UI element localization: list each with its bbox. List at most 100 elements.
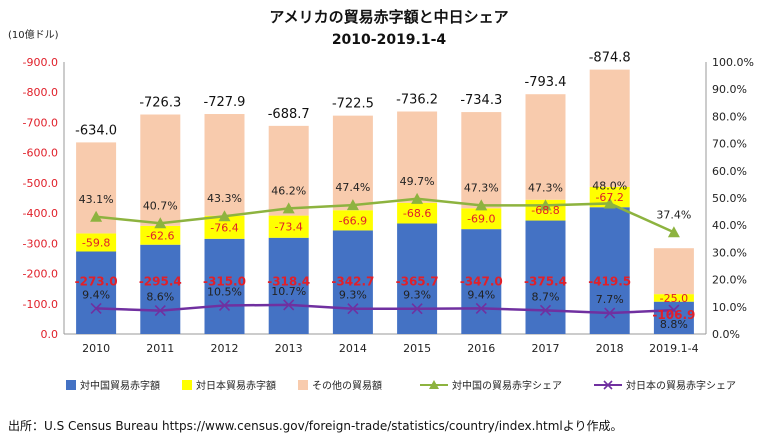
japan-value-label: -76.4 bbox=[210, 221, 238, 234]
point-china-share bbox=[154, 217, 167, 229]
bar-other bbox=[332, 115, 373, 211]
point-china-share bbox=[539, 199, 552, 211]
x-tick: 2017 bbox=[532, 342, 560, 355]
point-china-share bbox=[282, 202, 295, 214]
china-share-label: 47.3% bbox=[528, 181, 563, 194]
total-label: -722.5 bbox=[332, 97, 374, 112]
total-label: -634.0 bbox=[75, 123, 117, 138]
japan-share-label: 8.6% bbox=[146, 291, 174, 304]
bar-china bbox=[589, 207, 630, 334]
china-value-label: -106.9 bbox=[652, 308, 695, 322]
point-japan-share bbox=[475, 302, 487, 314]
china-value-label: -375.4 bbox=[524, 275, 567, 289]
china-share-label: 37.4% bbox=[656, 208, 691, 221]
bar-china bbox=[397, 223, 438, 334]
japan-share-label: 8.8% bbox=[660, 318, 688, 331]
japan-value-label: -62.6 bbox=[146, 229, 174, 242]
point-china-share bbox=[667, 226, 680, 238]
bar-japan bbox=[76, 233, 117, 252]
legend-label: 対中国の貿易赤字シェア bbox=[452, 379, 562, 392]
japan-share-label: 9.4% bbox=[82, 288, 110, 301]
japan-share-label: 10.5% bbox=[207, 285, 242, 298]
bar-china bbox=[76, 251, 117, 334]
bar-china bbox=[332, 230, 373, 334]
unit-label: (10億ドル) bbox=[8, 28, 59, 41]
japan-value-label: -68.8 bbox=[531, 204, 559, 217]
point-japan-share bbox=[347, 303, 359, 315]
bar-japan bbox=[397, 202, 438, 224]
y-tick-left: -600.0 bbox=[23, 147, 58, 160]
y-tick-right: 70.0% bbox=[712, 138, 747, 151]
legend-label: 対日本の貿易赤字シェア bbox=[626, 379, 736, 392]
total-label: -793.4 bbox=[525, 75, 567, 90]
legend-label: 対日本貿易赤字額 bbox=[196, 379, 276, 392]
y-tick-left: -200.0 bbox=[23, 268, 58, 281]
chart-title: アメリカの貿易赤字額と中日シェア bbox=[269, 8, 508, 26]
point-japan-share bbox=[604, 307, 616, 319]
y-tick-right: 90.0% bbox=[712, 83, 747, 96]
y-tick-right: 20.0% bbox=[712, 274, 747, 287]
line-japan-share bbox=[96, 303, 674, 315]
japan-value-label: -73.4 bbox=[274, 221, 302, 234]
lines-layer bbox=[90, 192, 680, 319]
china-value-label: -295.4 bbox=[139, 275, 182, 289]
japan-share-label: 8.7% bbox=[532, 290, 560, 303]
bar-other bbox=[140, 114, 181, 226]
china-value-label: -347.0 bbox=[460, 275, 503, 289]
bar-other bbox=[461, 112, 502, 209]
x-tick: 2015 bbox=[403, 342, 431, 355]
bar-china bbox=[268, 237, 309, 334]
y-tick-left: -700.0 bbox=[23, 116, 58, 129]
total-label: -688.7 bbox=[268, 107, 310, 122]
legend-label: 対中国貿易赤字額 bbox=[80, 379, 160, 392]
y-tick-right: 100.0% bbox=[712, 56, 754, 69]
point-china-share bbox=[90, 210, 103, 222]
y-tick-right: 10.0% bbox=[712, 301, 747, 314]
y-tick-right: 40.0% bbox=[712, 219, 747, 232]
x-tick: 2013 bbox=[275, 342, 303, 355]
legend-marker bbox=[429, 380, 439, 389]
china-value-label: -273.0 bbox=[75, 275, 118, 289]
y-tick-right: 50.0% bbox=[712, 192, 747, 205]
total-label: -734.3 bbox=[460, 93, 502, 108]
y-tick-right: 30.0% bbox=[712, 246, 747, 259]
china-value-label: -318.4 bbox=[267, 275, 310, 289]
y-tick-left: -100.0 bbox=[23, 298, 58, 311]
china-share-label: 46.2% bbox=[271, 184, 306, 197]
legend-swatch bbox=[66, 380, 76, 390]
legend-marker bbox=[603, 380, 613, 390]
china-share-label: 49.7% bbox=[400, 175, 435, 188]
bar-other bbox=[653, 248, 694, 295]
point-japan-share bbox=[411, 303, 423, 315]
x-tick: 2012 bbox=[211, 342, 239, 355]
point-china-share bbox=[346, 199, 359, 211]
bar-china bbox=[140, 244, 181, 334]
point-japan-share bbox=[539, 304, 552, 316]
japan-share-label: 7.7% bbox=[596, 293, 624, 306]
axes: 0.0 -100.0 -200.0 -300.0 -400.0 -500.0 -600.0 -… bbox=[23, 56, 754, 355]
y-tick-left: -900.0 bbox=[23, 56, 58, 69]
japan-value-label: -66.9 bbox=[339, 214, 367, 227]
point-china-share bbox=[603, 197, 616, 209]
japan-value-label: -25.0 bbox=[660, 292, 688, 305]
bar-china bbox=[525, 220, 566, 334]
bar-japan bbox=[204, 215, 245, 239]
point-japan-share bbox=[90, 302, 102, 314]
point-japan-share bbox=[283, 299, 295, 311]
china-share-label: 47.4% bbox=[335, 181, 370, 194]
japan-value-label: -59.8 bbox=[82, 236, 110, 249]
bar-other bbox=[397, 111, 438, 203]
bar-japan bbox=[268, 215, 309, 238]
legend-label: その他の貿易額 bbox=[312, 379, 382, 392]
china-share-label: 43.3% bbox=[207, 192, 242, 205]
china-share-label: 43.1% bbox=[79, 193, 114, 206]
point-china-share bbox=[475, 199, 488, 211]
point-japan-share bbox=[154, 305, 166, 317]
y-tick-left: 0.0 bbox=[41, 328, 59, 341]
labels-layer: -634.0 -726.3 -727.9 -688.7 -722.5 -736.2 -734… bbox=[75, 51, 696, 331]
china-share-label: 40.7% bbox=[143, 199, 178, 212]
y-tick-right: 80.0% bbox=[712, 110, 747, 123]
bar-china bbox=[461, 229, 502, 334]
x-tick: 2019.1-4 bbox=[649, 342, 698, 355]
legend-swatch bbox=[182, 380, 192, 390]
